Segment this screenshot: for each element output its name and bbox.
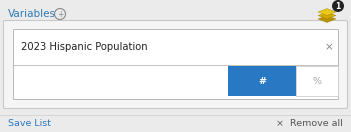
FancyBboxPatch shape: [228, 66, 296, 96]
Text: 2023 Hispanic Population: 2023 Hispanic Population: [21, 42, 148, 52]
Text: ×  Remove all: × Remove all: [276, 119, 343, 128]
Polygon shape: [318, 12, 336, 19]
Text: %: %: [312, 77, 322, 86]
FancyBboxPatch shape: [296, 66, 338, 96]
Polygon shape: [318, 8, 336, 15]
Text: Save List: Save List: [8, 119, 51, 128]
Text: Variables: Variables: [8, 9, 56, 19]
Circle shape: [54, 8, 66, 20]
Text: 1: 1: [335, 2, 340, 11]
Text: ×: ×: [324, 42, 333, 52]
FancyBboxPatch shape: [13, 29, 338, 99]
FancyBboxPatch shape: [4, 20, 347, 109]
Polygon shape: [318, 15, 336, 22]
Text: #: #: [258, 77, 266, 86]
Circle shape: [332, 0, 344, 12]
Text: +: +: [57, 10, 63, 19]
